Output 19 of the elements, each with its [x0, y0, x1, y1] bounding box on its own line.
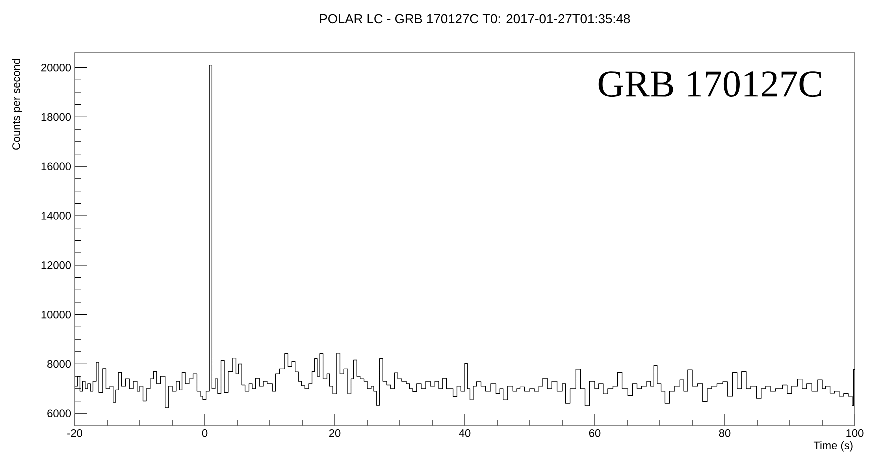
x-tick-label: 20 [329, 430, 341, 438]
x-axis-title: Time (s) [814, 442, 853, 452]
y-tick-label: 16000 [42, 162, 72, 170]
chart-title: POLAR LC - GRB 170127C T0: 2017-01-27T01:35:48 [320, 14, 630, 24]
y-tick-label: 18000 [42, 113, 72, 122]
y-axis-title: Counts per second [12, 59, 22, 150]
x-tick-label: 100 [846, 430, 864, 438]
y-tick-label: 14000 [42, 212, 72, 220]
x-tick-label: 40 [459, 430, 471, 438]
y-tick-label: 8000 [48, 360, 72, 368]
y-tick-label: 12000 [42, 262, 72, 270]
x-tick-label: 0 [202, 430, 208, 438]
y-tick-label: 20000 [42, 64, 72, 72]
y-tick-label: 6000 [48, 410, 72, 418]
x-tick-label: 60 [589, 430, 601, 438]
y-tick-label: 10000 [42, 310, 72, 319]
x-tick-label: 80 [719, 430, 731, 438]
annotation: GRB 170127C [598, 72, 822, 98]
x-tick-label: -20 [68, 430, 82, 438]
